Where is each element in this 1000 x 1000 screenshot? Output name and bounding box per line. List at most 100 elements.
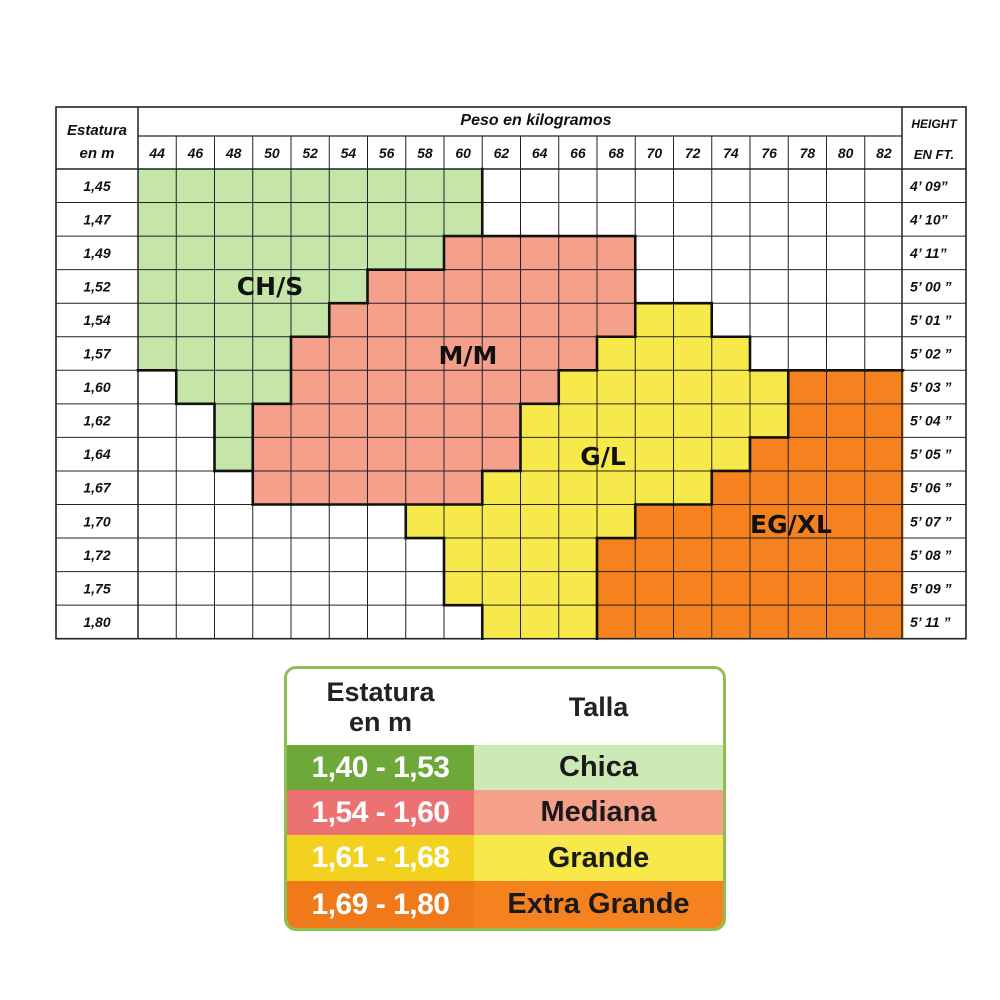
size-zone-cell — [138, 202, 177, 237]
size-zone-cell — [750, 437, 789, 472]
size-zone-cell — [291, 403, 330, 438]
height-m-label: 1,47 — [83, 211, 111, 227]
size-zone-cell — [367, 403, 407, 438]
legend-header-row: Estatura en m Talla — [287, 669, 723, 745]
height-ft-label: 5’ 06 ” — [910, 480, 952, 496]
height-m-label: 1,80 — [83, 614, 110, 630]
size-zone-cell — [750, 470, 789, 505]
size-zone-cell — [558, 470, 598, 505]
size-zone-cell — [750, 403, 789, 438]
size-zone-cell — [405, 437, 445, 472]
size-zone-cell — [291, 370, 330, 405]
size-zone-cell — [252, 403, 292, 438]
size-zone-cell — [291, 437, 330, 472]
size-zone-cell — [864, 571, 904, 606]
weight-tick-label: 54 — [341, 145, 357, 161]
size-zone-cell — [138, 169, 177, 204]
height-m-label: 1,45 — [83, 178, 110, 194]
zone-label: M/M — [439, 341, 498, 370]
size-zone-cell — [826, 470, 866, 505]
size-zone-cell — [597, 470, 636, 505]
size-zone-cell — [635, 538, 674, 573]
size-zone-cell — [444, 336, 483, 371]
size-zone-cell — [788, 504, 827, 539]
size-zone-cell — [558, 437, 598, 472]
size-zone-cell — [482, 605, 521, 640]
size-zone-cell — [635, 336, 674, 371]
weight-tick-label: 52 — [302, 145, 318, 161]
size-zone-cell — [367, 169, 407, 204]
size-zone-cell — [291, 169, 330, 204]
size-zone-cell — [482, 538, 521, 573]
size-zone-cell — [214, 370, 254, 405]
size-zone-cell — [673, 403, 713, 438]
size-zone-cell — [444, 403, 483, 438]
size-zone-cell — [176, 370, 215, 405]
size-zone-cell — [482, 370, 521, 405]
size-zone-cell — [558, 571, 598, 606]
height-ft-label: 5’ 01 ” — [910, 312, 952, 328]
size-zone-cell — [444, 437, 483, 472]
size-zone-cell — [176, 202, 215, 237]
size-zone-cell — [214, 269, 254, 304]
weight-tick-label: 56 — [379, 145, 395, 161]
size-zone-cell — [252, 236, 292, 271]
size-zone-cell — [138, 336, 177, 371]
legend-size: Extra Grande — [474, 881, 723, 928]
size-zone-cell — [367, 269, 407, 304]
size-zone-cell — [558, 269, 598, 304]
size-zone-cell — [711, 571, 751, 606]
table-border — [55, 106, 967, 640]
size-zone-cell — [673, 605, 713, 640]
size-zone-cell — [405, 336, 445, 371]
legend-row: 1,69 - 1,80 Extra Grande — [287, 881, 723, 928]
size-zone-cell — [252, 336, 292, 371]
size-zone-cell — [405, 470, 445, 505]
size-zone-cell — [864, 605, 904, 640]
legend-size: Chica — [474, 745, 723, 790]
size-zone-cell — [444, 504, 483, 539]
size-zone-cell — [673, 437, 713, 472]
height-ft-label: 5’ 08 ” — [910, 547, 952, 563]
size-zone-cell — [711, 370, 751, 405]
size-zone-cell — [520, 336, 560, 371]
size-zone-cell — [673, 336, 713, 371]
size-zone-cell — [711, 605, 751, 640]
weight-tick-label: 66 — [570, 145, 586, 161]
size-zone-cell — [329, 470, 368, 505]
size-zone-cell — [291, 470, 330, 505]
size-zone-cell — [329, 303, 368, 338]
size-zone-cell — [558, 504, 598, 539]
size-zone-cell — [788, 538, 827, 573]
size-zone-cell — [711, 504, 751, 539]
size-zone-cell — [482, 403, 521, 438]
size-zone-cell — [176, 169, 215, 204]
size-zone-cell — [252, 169, 292, 204]
size-zone-cell — [367, 303, 407, 338]
size-zone-cell — [520, 269, 560, 304]
size-zone-cell — [826, 370, 866, 405]
size-zone-cell — [864, 538, 904, 573]
weight-tick-label: 70 — [647, 145, 663, 161]
legend-range: 1,54 - 1,60 — [287, 790, 474, 835]
size-zone-cell — [558, 236, 598, 271]
height-m-label: 1,72 — [83, 547, 110, 563]
size-zone-cell — [329, 236, 368, 271]
size-zone-cell — [711, 336, 751, 371]
size-zone-cell — [176, 336, 215, 371]
size-zone-cell — [711, 470, 751, 505]
size-zone-cell — [176, 236, 215, 271]
size-zone-cell — [444, 169, 483, 204]
size-zone-cell — [329, 370, 368, 405]
size-zone-cell — [214, 437, 254, 472]
size-zone-cell — [826, 605, 866, 640]
size-zone-cell — [673, 303, 713, 338]
size-zone-cell — [291, 336, 330, 371]
size-zone-cell — [405, 370, 445, 405]
weight-tick-label: 48 — [225, 145, 242, 161]
size-zone-cell — [367, 202, 407, 237]
size-zone-cell — [635, 605, 674, 640]
weight-tick-label: 76 — [761, 145, 777, 161]
height-ft-label: 5’ 04 ” — [910, 413, 952, 429]
size-zone-cell — [405, 202, 445, 237]
